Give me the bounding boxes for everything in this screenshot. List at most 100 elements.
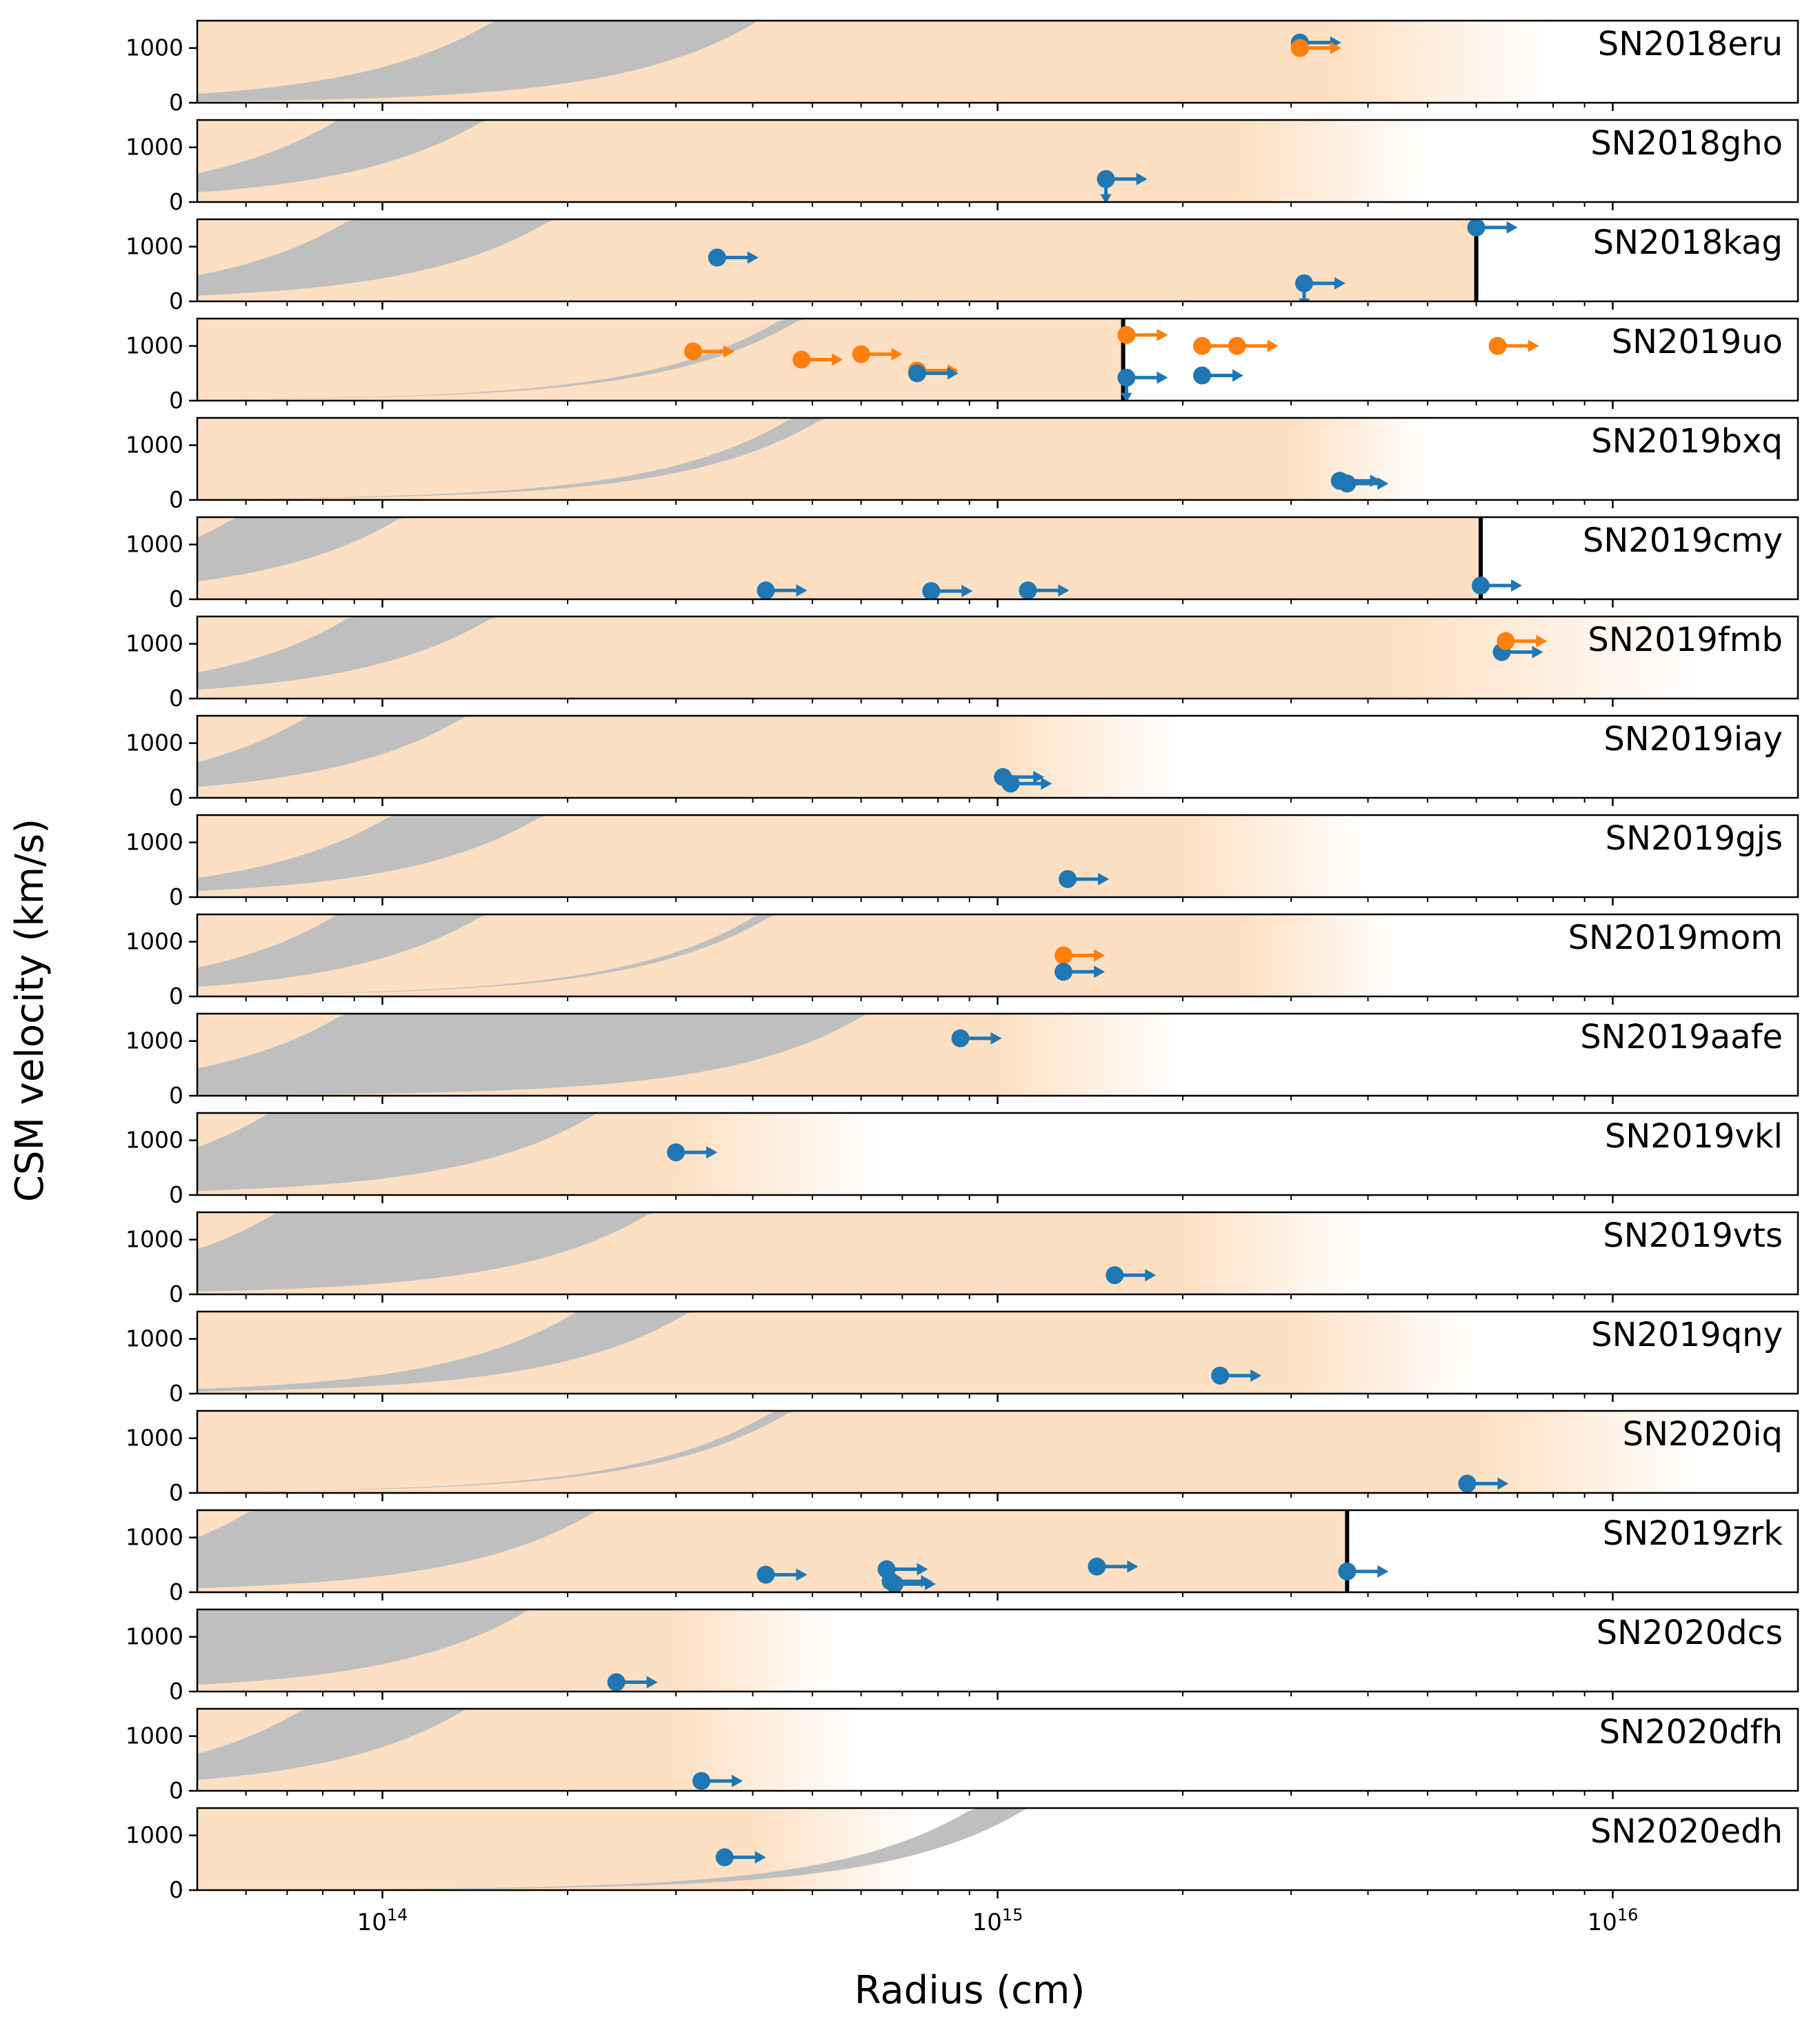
y-tick-label: 1000 xyxy=(126,233,183,260)
data-point-blue xyxy=(1467,219,1518,237)
plot-area xyxy=(197,1014,1798,1096)
y-tick-label: 0 xyxy=(169,1181,183,1208)
y-tick-label: 0 xyxy=(169,188,183,215)
y-tick-label: 0 xyxy=(169,1876,183,1903)
marker xyxy=(908,364,926,383)
data-point-blue xyxy=(692,1772,743,1790)
allowed-region-fade xyxy=(1183,1212,1368,1294)
csm-band-secondary xyxy=(197,914,1798,987)
panel-sn2019vts: 0 1000 SN2019vts xyxy=(126,1211,1799,1307)
arrow-head xyxy=(1532,645,1543,659)
y-tick-label: 0 xyxy=(169,288,183,314)
arrow-head xyxy=(747,251,759,264)
panel-sn2019qny: 0 1000 SN2019qny xyxy=(126,1310,1799,1407)
allowed-region-fade xyxy=(1242,914,1400,996)
arrow-head xyxy=(1157,371,1168,384)
x-tick-exponent: 14 xyxy=(387,1905,408,1925)
csm-band xyxy=(197,1014,1798,1096)
y-tick-label: 0 xyxy=(169,387,183,414)
csm-band xyxy=(197,1709,1798,1780)
data-point-blue xyxy=(1001,774,1052,793)
arrow-head xyxy=(796,584,808,597)
panel-label: SN2019bxq xyxy=(1591,422,1783,461)
arrow-head xyxy=(1098,872,1110,885)
csm-band xyxy=(197,1411,1798,1492)
marker xyxy=(1117,325,1136,344)
marker xyxy=(715,1848,734,1867)
marker xyxy=(1001,774,1020,793)
y-tick-label: 1000 xyxy=(126,34,183,61)
arrow-head xyxy=(1041,777,1052,790)
plot-area xyxy=(197,120,1798,202)
y-tick-label: 0 xyxy=(169,1082,183,1109)
panel-label: SN2019aafe xyxy=(1580,1018,1783,1056)
y-tick-label: 0 xyxy=(169,883,183,910)
panel-label: SN2018gho xyxy=(1590,124,1783,163)
panel-sn2019cmy: 0 1000 SN2019cmy xyxy=(126,516,1799,612)
arrow-head xyxy=(723,345,735,358)
marker xyxy=(1097,170,1115,188)
data-point-blue xyxy=(1059,870,1110,888)
csm-band xyxy=(197,517,1798,582)
allowed-region-fade xyxy=(997,1014,1183,1096)
data-point-orange xyxy=(1290,39,1341,57)
panel-sn2019vkl: 0 1000 SN2019vkl xyxy=(126,1112,1799,1208)
data-point-blue xyxy=(1294,274,1346,301)
panel-sn2019gjs: 0 1000 SN2019gjs xyxy=(126,814,1799,910)
marker xyxy=(1054,946,1073,965)
marker xyxy=(1290,39,1309,57)
panel-label: SN2019vkl xyxy=(1605,1117,1783,1156)
panel-sn2018gho: 0 1000 SN2018gho xyxy=(126,119,1799,215)
y-tick-label: 0 xyxy=(169,784,183,811)
plot-area xyxy=(197,1808,1798,1890)
data-point-orange xyxy=(1054,946,1106,965)
plot-area xyxy=(197,1510,1798,1592)
allowed-region-fade xyxy=(1183,815,1368,897)
marker xyxy=(1497,632,1515,650)
marker xyxy=(922,582,941,599)
marker xyxy=(692,1772,711,1790)
arrow-head xyxy=(1127,1560,1139,1573)
arrow-head-down xyxy=(1298,298,1310,301)
panel-sn2020iq: 0 1000 SN2020iq xyxy=(126,1409,1799,1506)
arrow-head xyxy=(1250,1369,1262,1382)
marker xyxy=(1054,963,1073,981)
data-point-blue xyxy=(1106,1266,1157,1285)
arrow-head xyxy=(832,353,843,366)
csm-band xyxy=(197,1113,1798,1191)
marker xyxy=(1294,274,1313,292)
y-tick-label: 0 xyxy=(169,89,183,116)
arrow-head xyxy=(1033,770,1045,783)
data-point-blue xyxy=(1193,366,1244,385)
marker xyxy=(1488,337,1507,355)
x-tick-exponent: 15 xyxy=(1002,1905,1023,1925)
csm-band xyxy=(197,1510,1798,1589)
panel-label: SN2018eru xyxy=(1598,25,1783,63)
data-point-orange xyxy=(1497,632,1548,650)
arrow-head-down xyxy=(1121,392,1132,401)
arrow-head xyxy=(1536,634,1548,648)
arrow-head xyxy=(917,1563,928,1576)
data-point-blue xyxy=(1472,576,1523,595)
plot-area xyxy=(197,914,1798,996)
y-tick-label: 0 xyxy=(169,486,183,513)
data-point-orange xyxy=(684,342,735,361)
y-tick-label: 0 xyxy=(169,983,183,1010)
marker xyxy=(607,1673,626,1692)
plot-area xyxy=(197,219,1798,301)
csm-band xyxy=(197,1312,1798,1392)
panel-sn2020dfh: 0 1000 SN2020dfh xyxy=(126,1707,1799,1804)
arrow-head xyxy=(1232,369,1244,382)
panel-sn2019zrk: 0 1000 SN2019zrk xyxy=(126,1509,1799,1605)
arrow-head xyxy=(1094,949,1106,962)
data-point-orange xyxy=(792,350,843,369)
data-point-orange xyxy=(1117,325,1168,344)
arrow-head xyxy=(1157,328,1168,341)
x-tick-exponent: 16 xyxy=(1617,1905,1639,1925)
arrow-head xyxy=(1267,339,1279,352)
marker xyxy=(708,248,726,267)
allowed-region xyxy=(197,319,1123,401)
panel-label: SN2019cmy xyxy=(1583,521,1783,560)
x-tick-base: 10 xyxy=(972,1909,1002,1936)
